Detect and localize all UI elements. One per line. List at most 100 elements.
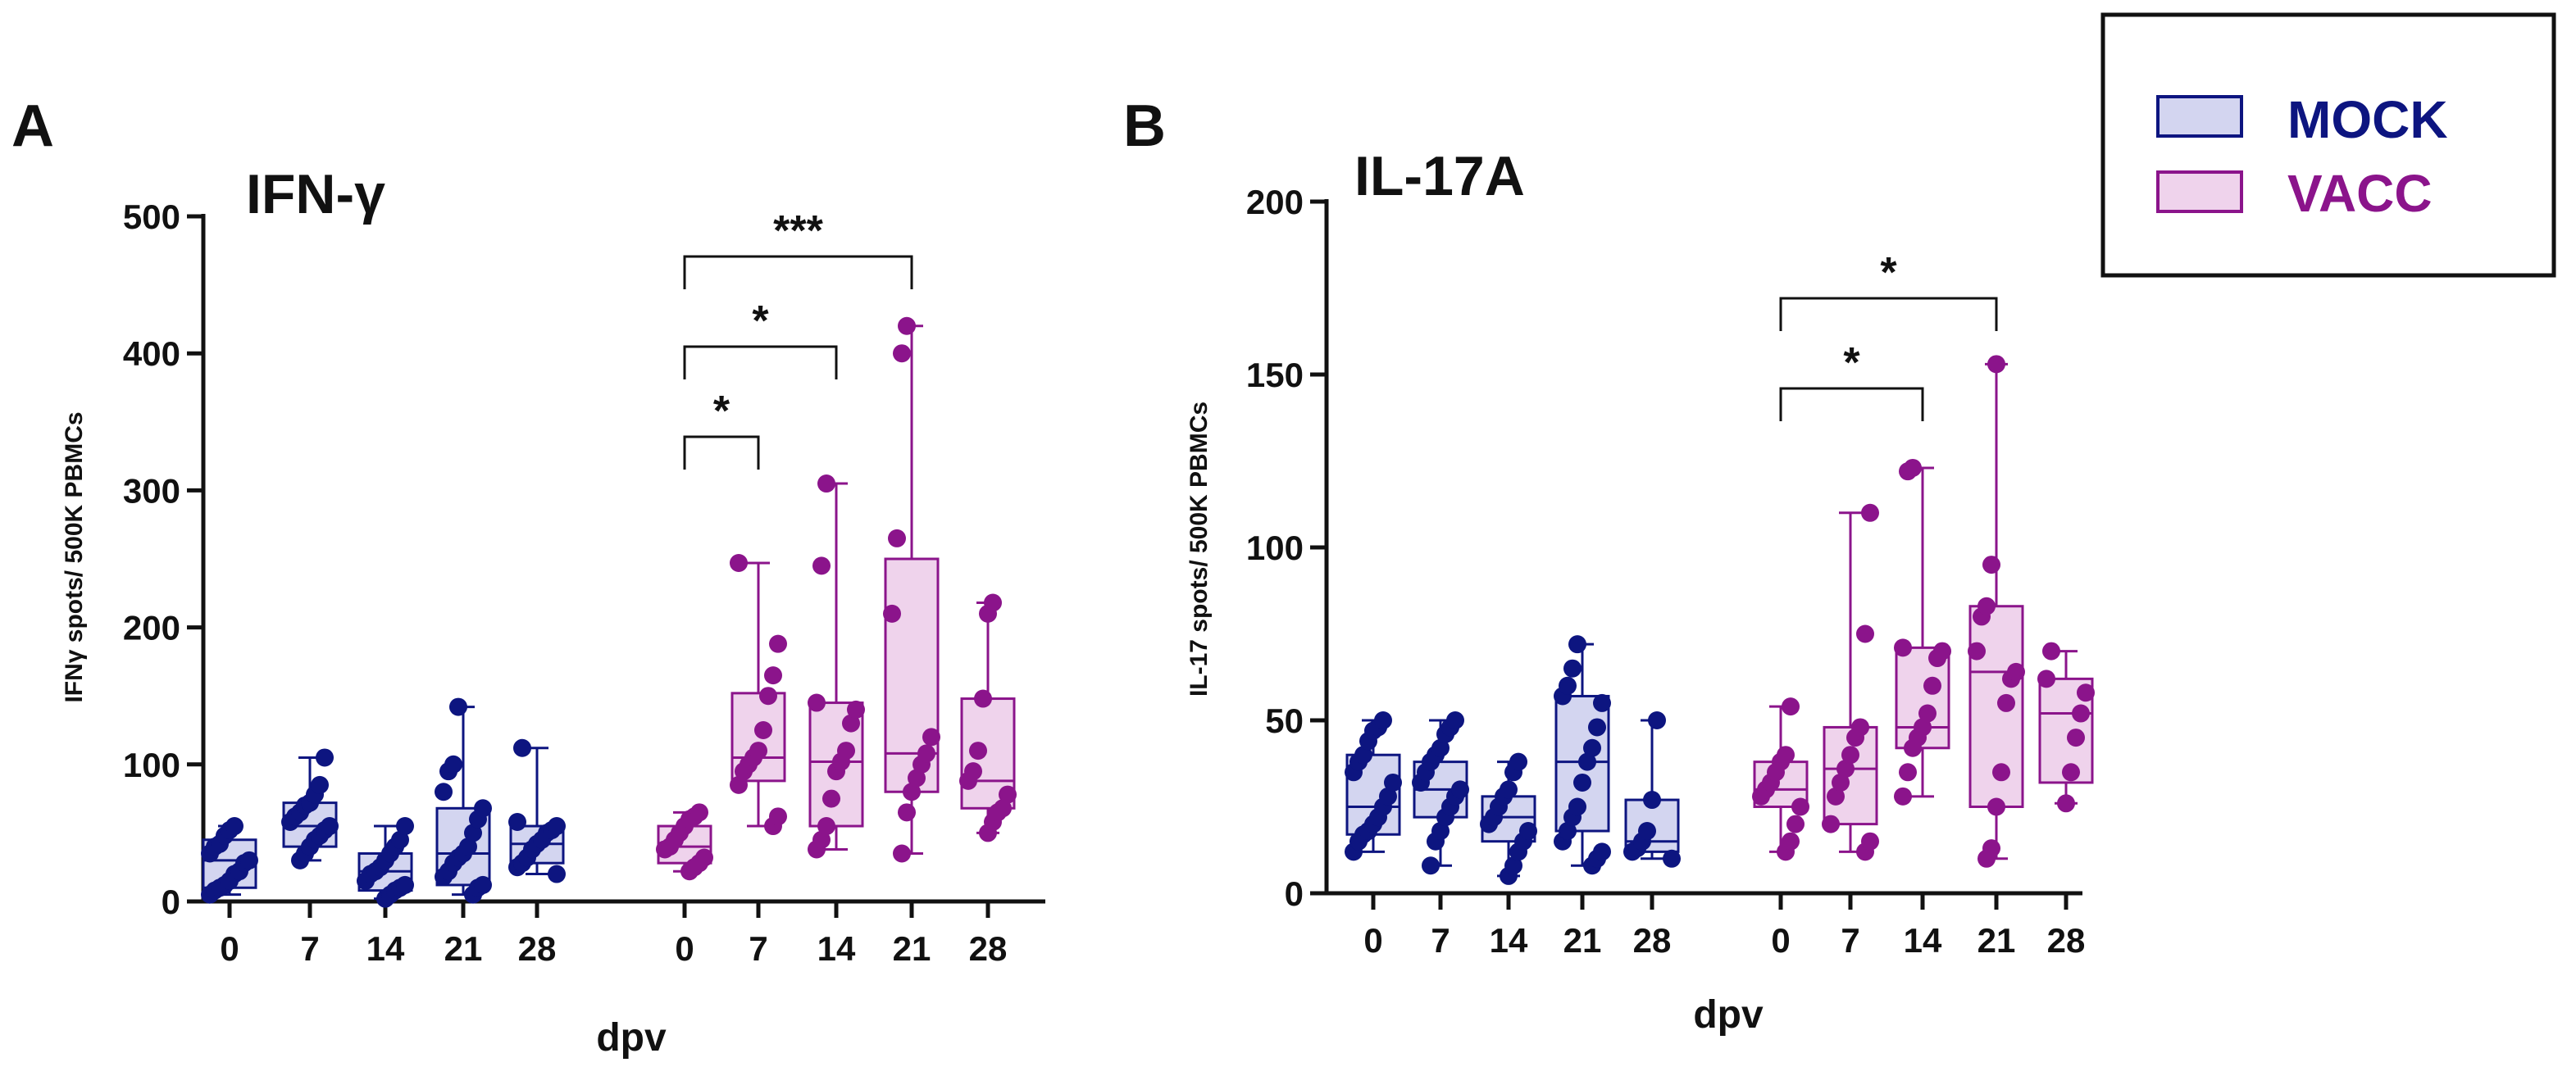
panel-b-x-tick-label: 14 <box>1904 921 1942 960</box>
panel-b-vacc-day-14-point <box>1894 638 1912 657</box>
panel-a-x-tick-label: 14 <box>817 929 856 968</box>
panel-a-y-tick-label: 0 <box>162 883 180 921</box>
panel-b-letter: B <box>1123 93 1166 159</box>
panel-b-vacc-day-21-point <box>1997 693 2015 712</box>
panel-b-mock-day-7-point <box>1451 780 1469 799</box>
panel-b-vacc-day-28-point <box>2067 729 2085 747</box>
panel-b-mock-day-28-point <box>1648 711 1666 729</box>
panel-a-vacc-day-14-point <box>842 714 860 733</box>
panel-b-y-tick-label: 0 <box>1285 874 1304 913</box>
panel-a-mock-day-21-point <box>464 824 482 842</box>
panel-b-vacc-day-7-point <box>1822 815 1840 833</box>
panel-b-vacc-day-21-point <box>1968 642 1986 661</box>
panel-b-mock-day-21-point <box>1588 718 1606 737</box>
panel-a-mock-day-14-point <box>391 830 409 849</box>
panel-b-vacc-day-21-point <box>1982 839 2000 858</box>
legend-border <box>2100 12 2556 278</box>
panel-a-sig-label: * <box>752 297 769 345</box>
panel-a-mock-day-14-point <box>396 875 414 894</box>
panel-a-x-tick-label: 7 <box>300 929 319 968</box>
panel-b-mock-day-21-point <box>1573 773 1591 792</box>
panel-b-mock-day-28-point <box>1663 849 1681 868</box>
panel-a-y-axis-label: IFNγ spots/ 500K PBMCs <box>61 411 88 702</box>
panel-a-letter: A <box>11 93 54 159</box>
panel-a-sig-bracket <box>683 345 838 379</box>
panel-a-vacc-day-21-point <box>922 728 940 747</box>
panel-b-vacc-day-14-point <box>1899 763 1917 782</box>
panel-b-mock-day-21-point <box>1583 738 1601 757</box>
panel-a-vacc-day-28-point <box>974 689 992 708</box>
panel-a-vacc-day-21-point <box>898 316 916 335</box>
panel-b-vacc-day-7-point <box>1851 718 1869 737</box>
panel-b-mock-day-0-point <box>1379 787 1397 806</box>
panel-a-vacc-day-21-point <box>903 783 921 801</box>
panel-a-vacc-day-14-point <box>812 830 831 849</box>
panel-b-mock-day-14-point <box>1504 856 1522 875</box>
panel-a-vacc-day-7-point <box>749 742 767 760</box>
panel-a-x-axis-label: dpv <box>596 1016 667 1060</box>
panel-b-x-tick-label: 0 <box>1771 921 1790 960</box>
panel-b-vacc-day-7-point <box>1861 832 1879 851</box>
panel-a-mock-day-0-point <box>240 851 258 869</box>
panel-b-x-tick-label: 0 <box>1363 921 1382 960</box>
panel-a-vacc-day-7-point <box>769 807 787 826</box>
panel-a-vacc-day-14-point <box>817 817 835 836</box>
panel-a-x-tick-label: 21 <box>893 929 931 968</box>
panel-a-mock-day-21-point <box>474 799 492 818</box>
panel-b-vacc-day-28-point <box>2077 683 2095 702</box>
panel-a-mock-day-21-point <box>474 875 492 894</box>
panel-b-mock-day-21-point <box>1568 797 1586 816</box>
panel-b-mock-day-21-point <box>1568 635 1586 654</box>
panel-a-mock-day-28-point <box>508 813 526 832</box>
panel-b-x-axis-label: dpv <box>1693 993 1764 1037</box>
panel-a-vacc-day-21-point <box>888 529 906 547</box>
panel-a-mock-day-0-point <box>225 817 243 836</box>
panel-b-mock-day-21-point <box>1593 693 1611 712</box>
panel-a-vacc-day-21-point <box>898 803 916 822</box>
panel-b-sig-bracket <box>1779 297 1998 331</box>
panel-b-vacc-day-28-point <box>2072 704 2090 723</box>
legend-vacc-swatch <box>2156 170 2243 213</box>
panel-a-vacc-day-7-point <box>769 634 787 653</box>
panel-a-mock-day-28-point <box>548 817 566 836</box>
panel-a-mock-day-7-point <box>316 748 334 767</box>
panel-a-x-tick-label: 0 <box>220 929 239 968</box>
panel-a-vacc-day-28-point <box>984 593 1002 612</box>
panel-a-vacc-day-7-point <box>759 687 777 706</box>
panel-b-vacc-day-0-point <box>1791 797 1809 816</box>
panel-b-mock-day-7-point <box>1446 711 1464 729</box>
panel-b-vacc-day-14-point <box>1933 642 1951 661</box>
panel-b-x-tick-label: 7 <box>1841 921 1859 960</box>
panel-a-vacc-day-0-point <box>690 803 708 822</box>
panel-b-mock-day-14-point <box>1509 752 1527 771</box>
panel-b-vacc-day-21-point <box>1992 763 2010 782</box>
panel-b-sig-label: * <box>1843 339 1860 387</box>
panel-b-mock-day-28-point <box>1643 791 1661 810</box>
panel-a-mock-day-21-point <box>459 838 477 856</box>
panel-b-vacc-day-21-point <box>1987 797 2005 816</box>
panel-a-vacc-day-28-point <box>964 762 982 781</box>
panel-a-vacc-day-21-point <box>908 769 926 788</box>
panel-b-mock-day-0-point <box>1354 746 1372 765</box>
panel-b-vacc-day-21-point <box>1987 355 2005 374</box>
panel-b-mock-day-21-point <box>1559 822 1577 841</box>
panel-a-mock-day-28-point <box>548 865 566 883</box>
panel-a-vacc-day-14-point <box>847 700 865 719</box>
panel-a-vacc-day-21-point <box>893 844 911 863</box>
panel-b-mock-day-28-point <box>1638 822 1656 841</box>
panel-a-sig-label: *** <box>773 207 823 255</box>
panel-b-title: IL-17A <box>1354 145 1525 207</box>
panel-b-vacc-day-7-point <box>1827 787 1845 806</box>
panel-b-vacc-day-28-point <box>2057 794 2075 813</box>
panel-a-vacc-day-28-point <box>969 742 987 760</box>
panel-a-x-tick-label: 0 <box>675 929 694 968</box>
panel-b-mock-day-14-point <box>1500 780 1518 799</box>
panel-b-y-tick-label: 50 <box>1265 701 1304 740</box>
panel-a-vacc-day-7-point <box>730 554 748 573</box>
panel-b-vacc-day-0-point <box>1777 746 1795 765</box>
panel-b-mock-day-7-point <box>1431 822 1450 841</box>
panel-a-vacc-day-7-point <box>730 775 748 794</box>
panel-b-vacc-day-21-point <box>1978 597 1996 615</box>
panel-b-mock-day-7-point <box>1422 856 1440 875</box>
